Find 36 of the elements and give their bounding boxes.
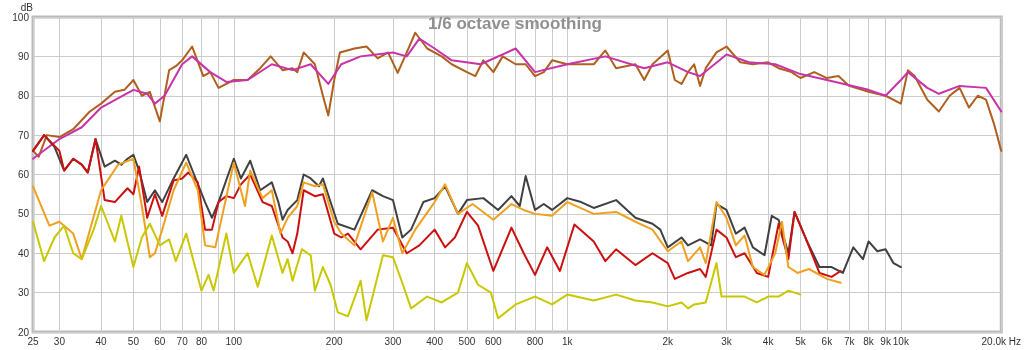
x-tick-label: 3k [721,335,733,347]
x-tick-label: 20.0k Hz [981,335,1021,347]
x-tick-label: 9k [880,335,892,347]
x-tick-label: 8k [863,335,875,347]
x-tick-label: 2k [662,335,675,347]
y-tick-label: 50 [17,208,30,220]
x-tick-label: 30 [53,335,66,347]
x-tick-label: 5k [795,335,807,347]
x-tick-label: 10k [892,335,910,347]
x-tick-label: 6k [821,335,834,347]
y-tick-label: 100 [12,11,30,23]
y-tick-label: 20 [17,326,30,338]
x-tick-label: 60 [154,335,166,347]
x-tick-label: 40 [95,335,108,347]
y-tick-label: 60 [17,169,30,180]
x-tick-label: 500 [458,335,476,347]
x-tick-label: 80 [195,335,208,347]
x-tick-label: 7k [843,335,856,347]
x-tick-label: 1k [562,335,574,347]
x-tick-label: 70 [176,335,189,347]
y-tick-label: 90 [17,50,30,62]
y-tick-label: 70 [17,129,30,141]
x-tick-label: 600 [485,335,503,347]
x-tick-label: 300 [384,335,402,347]
x-tick-label: 100 [225,335,243,347]
y-tick-label: 30 [17,287,30,299]
chart-title: 1/6 octave smoothing [428,14,602,33]
y-axis-title: dB [20,1,34,13]
y-tick-label: 40 [17,247,30,259]
x-tick-label: 400 [426,335,444,347]
x-tick-label: 200 [325,335,343,347]
x-tick-label: 800 [526,335,544,347]
x-tick-label: 50 [127,335,140,347]
x-tick-label: 25 [27,335,39,347]
x-tick-label: 4k [762,335,775,347]
y-tick-label: 80 [17,90,30,102]
